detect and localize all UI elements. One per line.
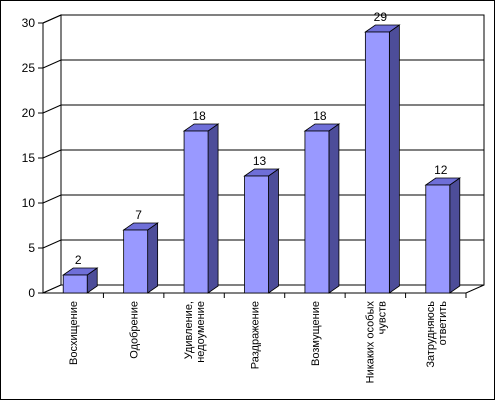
bar — [304, 130, 330, 294]
category-label: Никаких особыхчувств — [364, 301, 388, 384]
category-label-line: Одобрение — [129, 301, 141, 359]
data-label: 13 — [253, 154, 267, 168]
category-label: Одобрение — [129, 301, 141, 359]
bar — [244, 175, 269, 294]
gridline-side — [42, 194, 62, 204]
category-label-line: Раздражение — [250, 301, 262, 369]
category-label: Восхищение — [68, 301, 80, 365]
y-tick-label: 20 — [22, 106, 36, 120]
y-tick-label: 15 — [22, 151, 36, 165]
y-tick-label: 10 — [22, 196, 36, 210]
category-label-line: Удивление, — [183, 301, 195, 359]
category-label-line: ответить — [437, 301, 449, 346]
category-label-line: Затрудняюсь — [425, 301, 437, 368]
category-label: Раздражение — [250, 301, 262, 369]
bar — [425, 184, 451, 294]
data-label: 18 — [192, 109, 206, 123]
data-label: 18 — [313, 109, 327, 123]
category-label-line: Возмущение — [310, 301, 322, 366]
data-label: 29 — [374, 10, 388, 24]
category-label-line: недоумение — [195, 301, 207, 363]
y-tick-label: 30 — [22, 16, 36, 30]
category-label-line: Никаких особых — [364, 301, 376, 384]
data-label: 12 — [434, 163, 448, 177]
gridline-side — [42, 239, 62, 249]
bar-side — [147, 222, 159, 294]
y-tick-label: 0 — [28, 286, 35, 300]
bar-side — [268, 168, 279, 294]
category-label-line: чувств — [376, 301, 388, 334]
category-label-line: Восхищение — [68, 301, 80, 365]
data-label: 2 — [75, 253, 82, 267]
bar-side — [207, 123, 219, 294]
bar — [123, 229, 149, 294]
gridline-side — [42, 149, 62, 159]
gridline-side — [42, 104, 62, 114]
gridline-side — [42, 59, 62, 69]
bar — [364, 31, 390, 294]
y-tick-label: 25 — [22, 61, 36, 75]
bar-side — [388, 24, 400, 294]
bar — [183, 130, 209, 294]
bar-side — [449, 177, 461, 294]
category-label: Удивление,недоумение — [183, 301, 207, 363]
bar — [62, 274, 88, 294]
bar-side — [328, 123, 340, 294]
category-label: Затрудняюсьответить — [425, 301, 449, 368]
category-label: Возмущение — [310, 301, 322, 366]
y-tick-label: 5 — [28, 241, 35, 255]
gridline-side — [42, 14, 62, 24]
data-label: 7 — [135, 208, 142, 222]
